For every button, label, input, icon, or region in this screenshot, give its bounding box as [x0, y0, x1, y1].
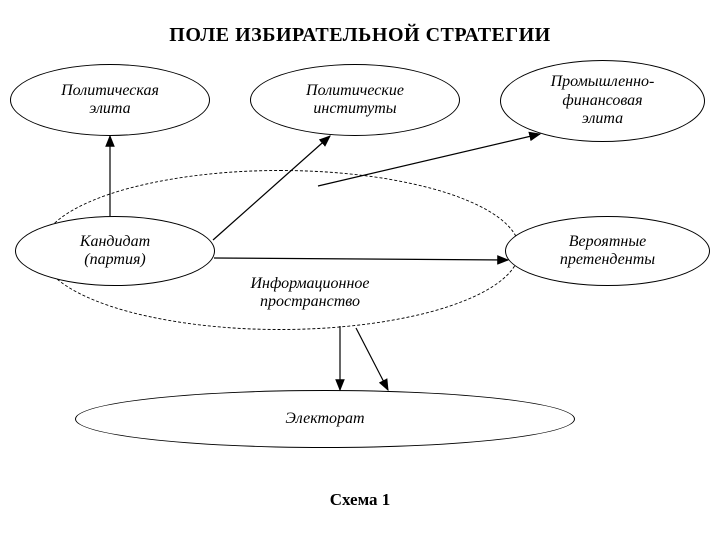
diagram-caption: Схема 1: [0, 490, 720, 510]
node-electorate: Электорат: [75, 390, 575, 448]
node-probable-pretenders: Вероятныепретенденты: [505, 216, 710, 286]
info-space-label: Информационноепространство: [210, 275, 410, 311]
node-probable-pretenders-label: Вероятныепретенденты: [560, 233, 655, 270]
node-candidate-label: Кандидат(партия): [80, 233, 150, 270]
node-political-institutes: Политическиеинституты: [250, 64, 460, 136]
arrow: [356, 328, 388, 390]
diagram-canvas: ПОЛЕ ИЗБИРАТЕЛЬНОЙ СТРАТЕГИИ Политическа…: [0, 0, 720, 540]
node-political-institutes-label: Политическиеинституты: [306, 82, 404, 119]
node-candidate: Кандидат(партия): [15, 216, 215, 286]
node-political-elite-label: Политическаяэлита: [61, 82, 159, 119]
diagram-title: ПОЛЕ ИЗБИРАТЕЛЬНОЙ СТРАТЕГИИ: [0, 24, 720, 47]
node-industrial-financial-elite-label: Промышленно-финансоваяэлита: [551, 73, 655, 128]
node-political-elite: Политическаяэлита: [10, 64, 210, 136]
node-industrial-financial-elite: Промышленно-финансоваяэлита: [500, 60, 705, 142]
node-electorate-label: Электорат: [285, 410, 364, 428]
